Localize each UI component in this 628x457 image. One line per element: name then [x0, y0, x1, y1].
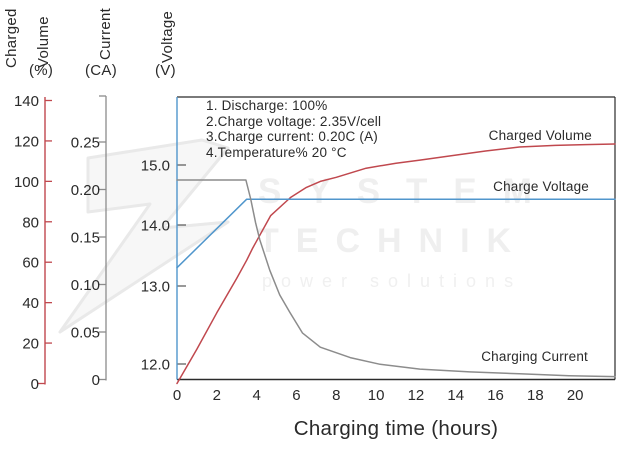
- current-axis-title: Current: [97, 7, 114, 60]
- x-tick-label: 2: [213, 387, 221, 404]
- volume-tick-label: 20: [22, 336, 39, 353]
- charging-current-curve-label: Charging Current: [481, 349, 588, 364]
- x-tick-label: 16: [487, 387, 504, 404]
- charged-volume-curve: [176, 143, 616, 385]
- x-tick-label: 4: [252, 387, 260, 404]
- volume-tick-label: 100: [14, 174, 39, 191]
- watermark-text-system: SYSTEM: [258, 172, 558, 211]
- watermark-text-technik: TECHNIK: [258, 222, 529, 260]
- volume-tick-label: 140: [14, 93, 39, 110]
- charge-voltage-curve-label: Charge Voltage: [493, 179, 589, 194]
- voltage-axis-title: Voltage: [159, 10, 176, 63]
- volume-tick-label: 120: [14, 133, 39, 150]
- x-tick-label: 14: [447, 387, 464, 404]
- volume-tick-label: 40: [22, 295, 39, 312]
- charged-volume-curve-label: Charged Volume: [488, 128, 592, 143]
- current-tick-label: 0.20: [71, 182, 100, 199]
- annotation-line-3: 3.Charge current: 0.20C (A): [206, 129, 378, 144]
- volume-axis-title-word2: Volume: [35, 16, 52, 68]
- voltage-tick-label: 14.0: [141, 218, 170, 235]
- volume-tick-label: 80: [22, 214, 39, 231]
- voltage-tick-label: 15.0: [141, 158, 170, 175]
- x-tick-label: 20: [567, 387, 584, 404]
- current-tick-label: 0.10: [71, 277, 100, 294]
- chart-annotations: 1. Discharge: 100% 2.Charge voltage: 2.3…: [206, 98, 381, 160]
- current-axis-unit: (CA): [85, 62, 118, 79]
- current-tick-label: 0.25: [71, 135, 100, 152]
- volume-tick-label: 0: [31, 376, 39, 393]
- current-tick-label: 0.05: [71, 325, 100, 342]
- x-tick-label: 18: [527, 387, 544, 404]
- charging-current-curve: [176, 179, 616, 378]
- current-tick-label: 0.15: [71, 230, 100, 247]
- x-tick-label: 10: [368, 387, 385, 404]
- volume-axis-title-word1: Charged: [3, 8, 20, 68]
- annotation-line-1: 1. Discharge: 100%: [206, 98, 328, 113]
- annotation-line-2: 2.Charge voltage: 2.35V/cell: [206, 113, 382, 129]
- current-tick-label: 0: [92, 372, 100, 389]
- voltage-tick-label: 12.0: [141, 357, 170, 374]
- x-tick-label: 12: [408, 387, 425, 404]
- voltage-tick-label: 13.0: [141, 279, 170, 296]
- volume-axis-unit: (%): [29, 62, 54, 79]
- volume-tick-label: 60: [22, 255, 39, 272]
- annotation-line-4: 4.Temperature% 20 °C: [206, 144, 347, 160]
- charge-voltage-curve: [176, 198, 616, 269]
- x-tick-label: 6: [292, 387, 300, 404]
- x-tick-label: 8: [332, 387, 340, 404]
- watermark-text-solutions: power solutions: [262, 271, 523, 291]
- x-axis-title: Charging time (hours): [293, 417, 499, 440]
- voltage-axis-unit: (V): [155, 62, 176, 79]
- x-tick-label: 0: [173, 387, 181, 404]
